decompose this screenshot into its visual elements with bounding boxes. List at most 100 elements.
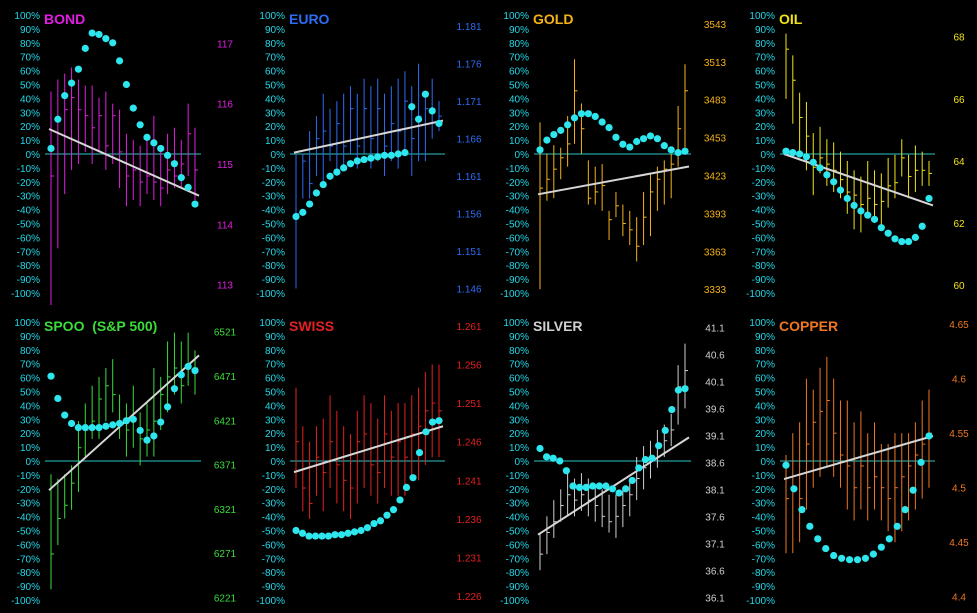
- oscillator-tick-label: 60%: [265, 67, 285, 78]
- price-bar: [684, 64, 688, 148]
- oscillator-point: [925, 194, 933, 203]
- oscillator-point: [542, 453, 551, 461]
- chart-svg: 100% 90% 80% 70% 60% 50% 40% 30% 20% 10% 0% -10% -20…: [11, 11, 233, 305]
- oscillator-point: [674, 149, 682, 157]
- oscillator-tick-label: -60%: [752, 540, 775, 551]
- price-bar: [670, 413, 675, 447]
- price-tick-label: 37.6: [705, 512, 725, 523]
- oscillator-tick-label: 60%: [20, 67, 40, 78]
- price-bar: [677, 365, 682, 425]
- price-bar: [343, 426, 347, 512]
- oscillator-point: [340, 164, 348, 172]
- oscillator-tick-label: -60%: [752, 233, 775, 244]
- oscillator-point: [904, 237, 913, 246]
- oscillator-tick-label: 10%: [265, 136, 285, 147]
- oscillator-point: [363, 524, 372, 532]
- oscillator-tick-label: -40%: [752, 513, 775, 524]
- trend-line: [783, 153, 934, 207]
- oscillator-point: [122, 417, 131, 425]
- oscillator-tick-label: -90%: [752, 275, 775, 286]
- price-bar: [867, 160, 871, 214]
- price-bar: [894, 154, 898, 199]
- oscillator-tick-label: -40%: [506, 206, 529, 217]
- oscillator-point: [843, 194, 851, 203]
- price-bar: [295, 387, 299, 489]
- oscillator-tick-label: 50%: [265, 81, 285, 92]
- oscillator-tick-label: 30%: [20, 415, 40, 426]
- oscillator-tick-label: 100%: [14, 11, 40, 22]
- price-bar: [343, 93, 347, 169]
- oscillator-point: [367, 154, 375, 162]
- price-bar: [173, 127, 178, 189]
- oscillator-point: [626, 143, 634, 151]
- oscillator-tick-label: -10%: [17, 471, 40, 482]
- price-tick-label: 1.166: [456, 135, 481, 146]
- oscillator-tick-label: 50%: [20, 81, 40, 92]
- oscillator-point: [782, 147, 790, 155]
- oscillator-point: [605, 123, 613, 132]
- oscillator-tick-label: 90%: [509, 332, 529, 343]
- chart-title: SWISS: [289, 318, 335, 334]
- price-tick-label: 1.246: [456, 438, 481, 449]
- chart-svg: 100% 90% 80% 70% 60% 50% 40% 30% 20% 10% 0% -10% -20…: [500, 318, 725, 607]
- oscillator-point: [549, 454, 557, 462]
- oscillator-tick-label: 60%: [265, 374, 285, 385]
- price-bar: [880, 444, 885, 521]
- price-bar: [411, 395, 415, 481]
- oscillator-tick-label: -100%: [746, 596, 775, 607]
- price-tick-label: 6321: [214, 505, 237, 516]
- oscillator-tick-label: 20%: [265, 429, 285, 440]
- oscillator-point: [88, 29, 96, 37]
- oscillator-tick-label: 70%: [509, 360, 529, 371]
- price-bar: [826, 356, 830, 466]
- oscillator-point: [115, 419, 124, 428]
- oscillator-point: [350, 528, 359, 536]
- oscillator-point: [802, 153, 811, 161]
- price-bar: [629, 210, 633, 245]
- oscillator-point: [891, 235, 899, 243]
- oscillator-point: [536, 146, 544, 154]
- chart-title: BOND: [44, 11, 86, 27]
- oscillator-point: [88, 424, 96, 432]
- price-bar: [50, 91, 54, 305]
- oscillator-tick-label: 30%: [509, 415, 529, 426]
- oscillator-point: [870, 215, 879, 223]
- price-bar: [315, 426, 320, 496]
- price-bar: [887, 444, 892, 532]
- price-bar: [608, 210, 613, 240]
- oscillator-point: [67, 79, 76, 87]
- price-bar: [608, 494, 613, 533]
- oscillator-tick-label: 10%: [509, 136, 529, 147]
- oscillator-tick-label: 0%: [26, 150, 41, 161]
- oscillator-tick-label: -80%: [752, 568, 775, 579]
- price-bar: [57, 79, 61, 249]
- price-bar: [194, 127, 198, 201]
- oscillator-point: [143, 436, 151, 444]
- oscillator-tick-label: 40%: [509, 401, 529, 412]
- oscillator-tick-label: -50%: [262, 527, 285, 538]
- price-bar: [812, 389, 817, 488]
- oscillator-point: [898, 237, 906, 246]
- oscillator-tick-label: 80%: [20, 346, 40, 357]
- oscillator-point: [292, 212, 300, 221]
- oscillator-tick-label: -60%: [17, 540, 40, 551]
- price-bar: [139, 145, 144, 207]
- oscillator-tick-label: -40%: [752, 206, 775, 217]
- price-tick-label: 1.226: [456, 592, 481, 603]
- price-bar: [908, 433, 912, 521]
- price-tick-label: 1.251: [456, 399, 481, 410]
- oscillator-tick-label: -20%: [262, 485, 285, 496]
- oscillator-point: [191, 367, 199, 375]
- price-bar: [125, 403, 130, 457]
- oscillator-tick-label: -30%: [752, 192, 775, 203]
- price-bar: [146, 403, 150, 457]
- chart-title: EURO: [289, 11, 330, 27]
- chart-panel-gold: 100% 90% 80% 70% 60% 50% 40% 30% 20% 10% 0% -10% -20…: [489, 0, 733, 305]
- oscillator-tick-label: 10%: [265, 443, 285, 454]
- oscillator-point: [402, 483, 411, 492]
- oscillator-point: [95, 424, 103, 432]
- price-tick-label: 3483: [704, 96, 727, 107]
- oscillator-tick-label: -80%: [262, 261, 285, 272]
- oscillator-point: [414, 115, 423, 123]
- chart-svg: 100% 90% 80% 70% 60% 50% 40% 30% 20% 10% 0% -10% -20…: [256, 318, 482, 607]
